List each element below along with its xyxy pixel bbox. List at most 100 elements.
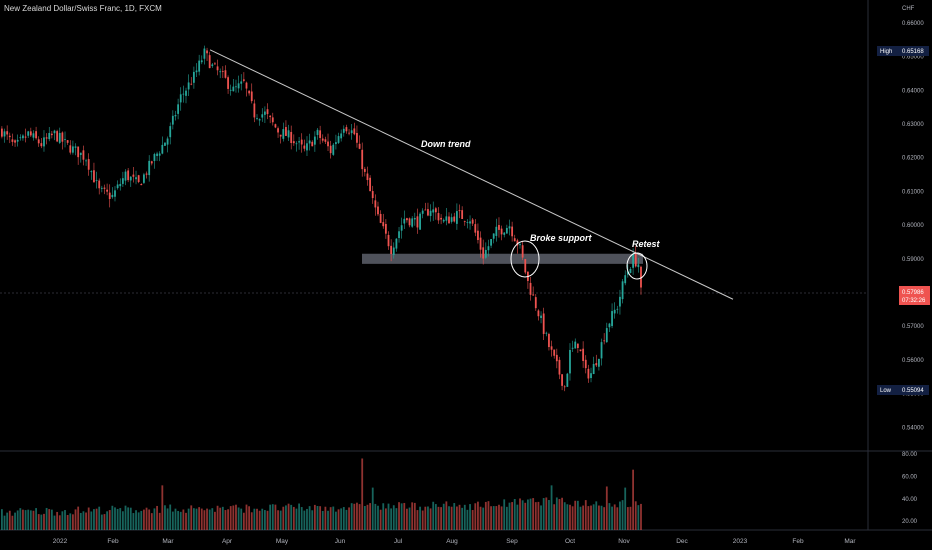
volume-bar	[611, 506, 613, 530]
candle-body	[629, 268, 632, 273]
volume-bar	[56, 511, 59, 530]
volume-bar	[324, 506, 327, 530]
candle-body	[287, 130, 290, 138]
candle-body	[411, 218, 414, 227]
volume-bar	[616, 507, 619, 530]
candle-body	[279, 134, 282, 137]
candle-body	[379, 213, 382, 223]
down-trendline[interactable]	[209, 49, 734, 300]
candle-body	[361, 149, 364, 170]
candle-body	[403, 218, 406, 224]
candle-body	[1, 128, 3, 137]
candle-body	[206, 50, 208, 54]
volume-bar	[277, 510, 279, 530]
candle-body	[69, 145, 72, 153]
price-tick: 0.66000	[902, 21, 924, 27]
annotation-broke-support: Broke support	[530, 233, 593, 243]
candle-body	[498, 224, 500, 230]
volume-bar	[32, 510, 35, 530]
volume-bar	[600, 505, 603, 530]
volume-bar	[250, 512, 253, 530]
candle-body	[619, 296, 621, 307]
candle-body	[174, 115, 177, 117]
volume-bar	[43, 513, 45, 530]
high-badge-bg	[877, 46, 929, 56]
candle-body	[295, 143, 298, 145]
candle-body	[248, 90, 251, 94]
time-tick: Feb	[792, 538, 804, 545]
volume-bar	[527, 499, 529, 530]
volume-bar	[187, 508, 190, 530]
volume-bar	[387, 503, 390, 530]
candle-body	[406, 218, 408, 221]
volume-bar	[266, 510, 269, 530]
candle-body	[571, 347, 574, 349]
candle-body	[461, 210, 464, 219]
volume-bar	[66, 515, 69, 530]
candle-body	[192, 71, 195, 83]
candle-body	[442, 219, 445, 222]
candle-body	[424, 209, 427, 211]
candle-body	[114, 190, 116, 197]
volume-bar	[6, 512, 9, 530]
candle-body	[542, 313, 545, 334]
volume-bar	[413, 502, 416, 530]
candle-body	[540, 315, 542, 318]
volume-bar	[540, 505, 542, 530]
volume-bar	[576, 500, 579, 530]
volume-bar	[45, 507, 48, 530]
volume-bar	[400, 503, 403, 530]
candle-body	[237, 83, 240, 89]
low-badge-label: Low	[880, 388, 892, 394]
volume-bar	[490, 506, 492, 530]
volume-tick: 40.00	[902, 497, 918, 503]
candle-body	[548, 333, 550, 348]
candle-body	[487, 246, 490, 251]
volume-bar	[584, 500, 587, 530]
volume-bar	[429, 508, 432, 530]
volume-bar	[619, 501, 621, 530]
volume-bar	[248, 506, 251, 530]
candle-body	[166, 138, 169, 145]
volume-bar	[98, 506, 101, 530]
candle-body	[103, 187, 106, 189]
broke-support-circle[interactable]	[510, 240, 540, 278]
time-tick: 2022	[53, 538, 68, 545]
volume-bar	[313, 504, 316, 530]
candle-body	[66, 140, 69, 143]
candle-body	[169, 126, 172, 138]
volume-bar	[329, 507, 332, 530]
candle-body	[277, 128, 279, 133]
candle-body	[592, 363, 595, 375]
candle-body	[227, 77, 229, 89]
candle-body	[500, 228, 503, 235]
volume-bar	[206, 508, 208, 530]
volume-bar	[111, 505, 114, 530]
last-price-countdown: 07:32:26	[902, 298, 926, 304]
volume-bar	[90, 511, 93, 530]
candle-body	[56, 131, 59, 142]
candle-body	[390, 245, 393, 255]
price-tick: 0.63000	[902, 122, 924, 128]
last-price-value: 0.57986	[902, 290, 924, 296]
high-badge: High 0.65168	[877, 46, 929, 56]
volume-bar	[332, 506, 335, 530]
annotation-retest: Retest	[632, 239, 661, 249]
volume-bar	[214, 511, 216, 530]
volume-bar	[100, 514, 103, 530]
volume-bar	[537, 501, 540, 530]
candle-body	[195, 70, 198, 73]
support-zone	[362, 253, 643, 264]
volume-bar	[85, 512, 87, 530]
candle-body	[137, 175, 140, 183]
candle-body	[324, 139, 327, 142]
retest-circle[interactable]	[626, 252, 648, 280]
volume-bar	[534, 502, 537, 530]
volume-bar	[93, 509, 95, 530]
candle-body	[550, 346, 553, 350]
candle-body	[398, 231, 400, 239]
volume-bars	[1, 458, 642, 530]
volume-bar	[424, 506, 427, 530]
volume-tick: 60.00	[902, 474, 918, 480]
